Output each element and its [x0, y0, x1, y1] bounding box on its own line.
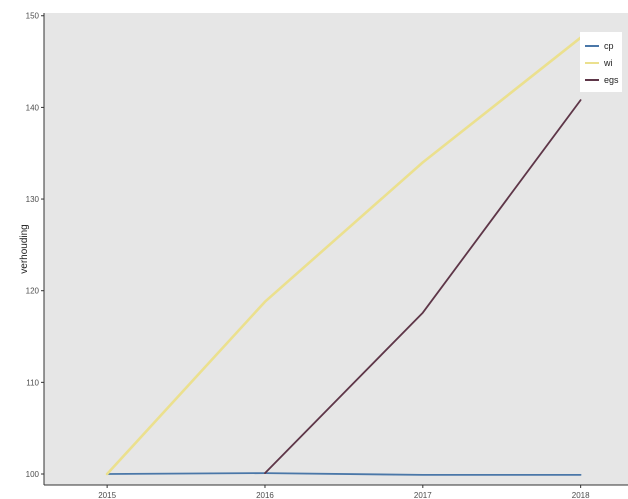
x-tick-label: 2018: [572, 491, 590, 499]
y-axis-ticks: 100 110 120 130 140 150: [26, 12, 44, 479]
x-tick-label: 2017: [414, 491, 432, 499]
y-tick-label: 110: [26, 378, 39, 387]
y-axis-title: verhouding: [19, 224, 30, 273]
y-tick-label: 100: [26, 470, 40, 479]
series-line-cp: [106, 472, 582, 476]
legend-label: cp: [604, 41, 614, 51]
series-line-wi: [105, 36, 582, 476]
x-tick-label: 2015: [98, 491, 116, 499]
series-lines: [105, 36, 582, 476]
y-tick-label: 130: [26, 195, 40, 204]
x-axis-ticks: 2015 2016 2017 2018: [98, 485, 590, 499]
legend-label: wi: [603, 58, 613, 68]
x-tick-label: 2016: [256, 491, 274, 499]
y-tick-label: 120: [26, 287, 40, 296]
legend: cp wi egs: [580, 32, 622, 92]
plot-panel: [44, 13, 628, 485]
series-line-egs: [264, 99, 582, 475]
y-tick-label: 150: [26, 12, 40, 21]
y-tick-label: 140: [26, 103, 40, 112]
legend-label: egs: [604, 75, 619, 85]
